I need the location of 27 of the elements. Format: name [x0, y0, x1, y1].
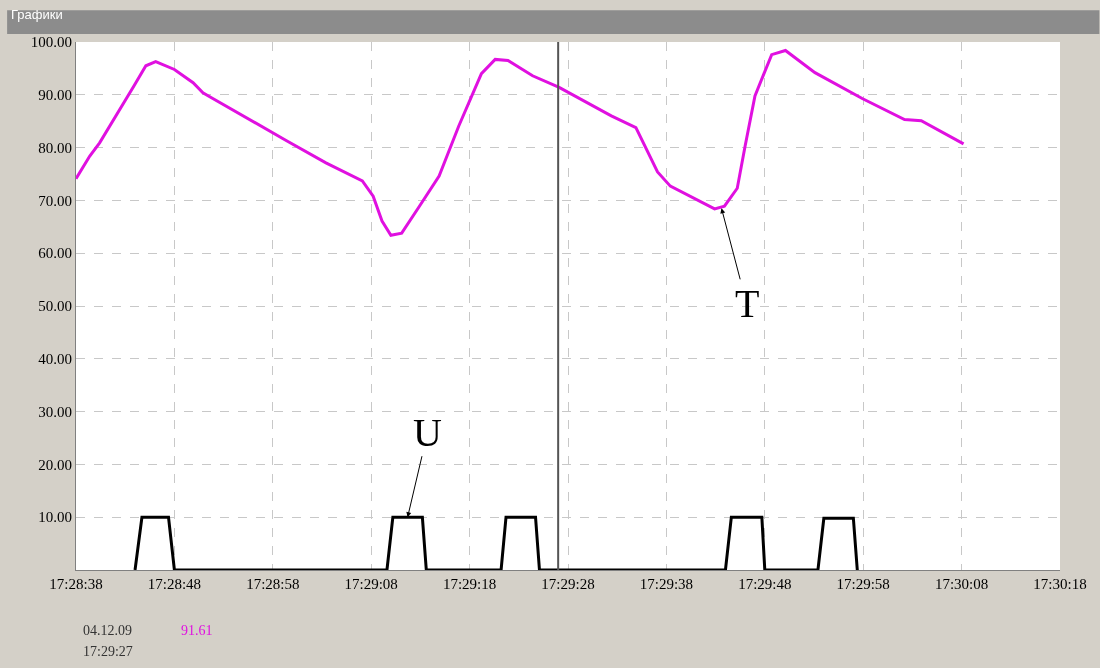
x-tick-label: 17:29:38 [639, 576, 694, 592]
x-tick-label: 17:28:38 [49, 576, 103, 592]
y-tick-label: 20.00 [38, 456, 72, 473]
annotation: T [735, 281, 760, 326]
x-tick-label: 17:28:48 [147, 576, 202, 592]
y-tick-label: 80.00 [38, 139, 72, 156]
y-tick-label: 30.00 [38, 403, 72, 420]
y-tick-label: 50.00 [38, 298, 72, 315]
chart-title: Графики [11, 7, 63, 23]
x-tick-label: 17:28:58 [246, 576, 300, 592]
text: 04.12.09 [83, 623, 132, 638]
x-tick-label: 17:30:08 [934, 576, 989, 592]
x-tick-label: 17:30:18 [1033, 576, 1087, 592]
x-tick-label: 17:29:48 [738, 576, 792, 592]
x-tick-label: 17:29:08 [344, 576, 398, 592]
x-tick-label: 17:29:28 [541, 576, 595, 592]
y-tick-label: 10.00 [38, 509, 72, 526]
x-tick-label: 17:29:58 [836, 576, 890, 592]
text: 91.61 [181, 623, 213, 638]
text: 17:29:27 [83, 644, 133, 659]
annotation: U [413, 410, 442, 455]
y-tick-label: 60.00 [38, 245, 72, 262]
y-tick-label: 90.00 [38, 87, 72, 104]
y-tick-label: 100.00 [30, 34, 72, 51]
y-tick-label: 40.00 [38, 351, 72, 368]
x-tick-label: 17:29:18 [442, 576, 497, 592]
y-tick-label: 70.00 [38, 192, 72, 209]
